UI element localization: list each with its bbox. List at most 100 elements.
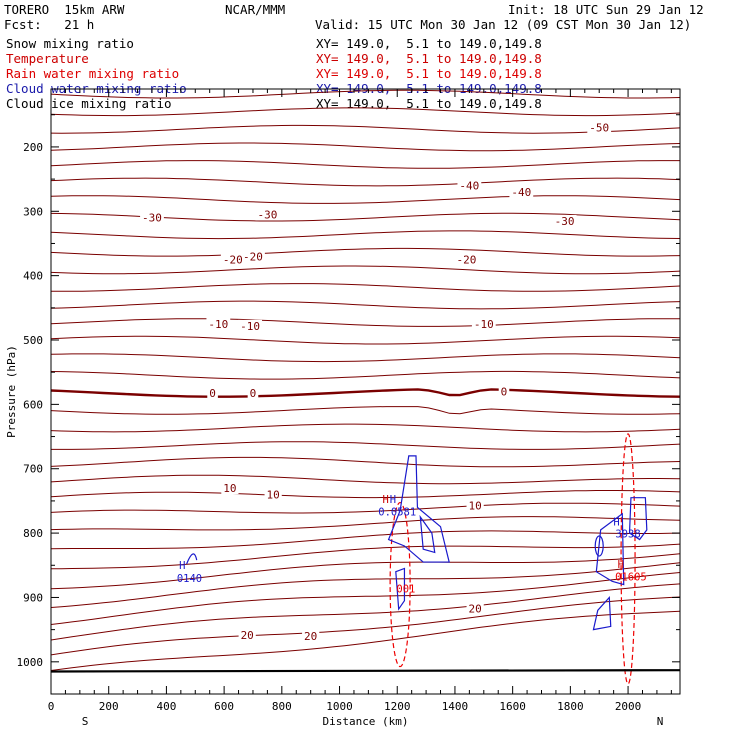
rain-contour (620, 433, 636, 685)
x-tick-label: 1200 (384, 700, 411, 713)
isotherm-label-bg (302, 630, 320, 643)
isotherm-line (51, 247, 680, 257)
isotherm-label-bg (587, 121, 612, 134)
isotherm-label: -50 (589, 122, 609, 135)
cloud-water-contour (595, 512, 625, 586)
isotherm-label-bg (140, 211, 164, 224)
isotherm-label-bg (238, 628, 256, 641)
center-name: NCAR/MMM (225, 2, 286, 17)
isotherm-label: 20 (241, 629, 254, 642)
isotherm-label-bg (454, 253, 479, 266)
x-tick-label: 1000 (326, 700, 353, 713)
y-tick-label: 300 (23, 205, 43, 218)
isotherm-label: -40 (459, 180, 479, 193)
x-tick-label: 1600 (499, 700, 526, 713)
isotherm-label-bg (552, 214, 577, 227)
field-xy-cloud-ice: XY= 149.0, 5.1 to 149.0,149.8 (316, 96, 542, 111)
isotherm-label: 0 (501, 386, 508, 399)
isotherm-label-bg (457, 179, 482, 192)
isotherm-line (51, 596, 680, 656)
north-end-label: N (657, 715, 664, 728)
isotherm-label-bg (207, 386, 218, 399)
cloud-water-contour (592, 595, 612, 631)
isotherm-label-bg (255, 208, 280, 221)
x-tick-label: 200 (99, 700, 119, 713)
isotherm-line (51, 335, 680, 345)
isotherm-label: 10 (267, 488, 280, 501)
isotherm-line (51, 502, 680, 514)
y-tick-label: 500 (23, 334, 43, 347)
valid-time: Valid: 15 UTC Mon 30 Jan 12 (09 CST Mon … (315, 17, 692, 32)
isotherm-line (51, 423, 680, 433)
cloud-water-contour (419, 514, 436, 554)
y-tick-label: 600 (23, 398, 43, 411)
cloud-water-contour (594, 535, 604, 557)
isotherm-line (51, 406, 680, 415)
isotherm-line (51, 370, 680, 380)
y-tick-label: 800 (23, 527, 43, 540)
extremum-label: 0140 (177, 573, 202, 585)
isotherm-label: 10 (469, 499, 482, 512)
isotherm-line (51, 177, 680, 187)
init-time: Init: 18 UTC Sun 29 Jan 12 (508, 2, 704, 17)
isotherm-line (51, 230, 680, 240)
isotherm-label: -10 (240, 320, 260, 333)
isotherm-label: -30 (257, 209, 277, 222)
isotherm-line (51, 353, 680, 363)
ground-line (51, 669, 680, 673)
rain-contour (389, 501, 411, 668)
isotherm-line (51, 441, 680, 450)
isotherm-line (51, 318, 680, 327)
x-tick-label: 0 (48, 700, 55, 713)
plot-area: -50-40 -40-30 -30 -30-20-20 -20-10 -10 -100 0 01… (51, 89, 680, 685)
isotherm-label: 0 (209, 387, 216, 400)
isotherm-label: -40 (511, 186, 531, 199)
isotherm-line (51, 89, 680, 99)
x-tick-label: 400 (156, 700, 176, 713)
isotherm-label-bg (221, 482, 239, 495)
field-name-rain: Rain water mixing ratio (6, 66, 180, 81)
isotherm-line (51, 562, 680, 608)
isotherm-line (51, 160, 680, 169)
extremum-label: 0.0581 (378, 507, 416, 519)
isotherm-line (51, 610, 680, 671)
isotherm-line (51, 553, 680, 590)
extremum-label: 01605 (615, 572, 647, 584)
field-xy-rain: XY= 149.0, 5.1 to 149.0,149.8 (316, 66, 542, 81)
x-tick-label: 1800 (557, 700, 584, 713)
zero-isotherm (51, 388, 680, 398)
isotherm-line (51, 124, 680, 134)
field-name-cloud-ice: Cloud ice mixing ratio (6, 96, 172, 111)
extremum-label: H (613, 516, 619, 528)
extremum-label: H (618, 559, 624, 571)
x-tick-label: 1400 (442, 700, 469, 713)
field-xy-snow: XY= 149.0, 5.1 to 149.0,149.8 (316, 36, 542, 51)
isotherm-label: 10 (223, 482, 236, 495)
isotherm-label: 20 (304, 630, 317, 643)
isotherm-label-bg (241, 250, 265, 263)
plot-header: TORERO 15km ARW NCAR/MMM Init: 18 UTC Su… (0, 0, 740, 115)
isotherm-label: -20 (223, 254, 243, 267)
isotherm-label: -20 (457, 254, 477, 267)
isotherm-label-bg (238, 319, 262, 332)
isotherm-label: 0 (250, 387, 257, 400)
cloud-water-contour (387, 455, 450, 563)
isotherm-label-bg (247, 386, 259, 399)
isotherm-label: -10 (474, 318, 494, 331)
y-axis-title: Pressure (hPa) (5, 345, 18, 438)
isotherm-label: -10 (208, 318, 228, 331)
isotherm-line (51, 265, 680, 275)
isotherm-line (51, 490, 680, 499)
y-tick-label: 200 (23, 141, 43, 154)
x-axis-title: Distance (km) (322, 715, 408, 728)
south-end-label: S (82, 715, 89, 728)
isotherm-label-bg (206, 317, 231, 330)
cloud-water-contour (628, 497, 648, 541)
isotherm-line (51, 300, 680, 310)
model-name: TORERO 15km ARW (4, 2, 125, 17)
isotherm-line (51, 195, 680, 204)
extremum-label: H (179, 560, 185, 572)
isotherm-line (51, 107, 680, 117)
isotherm-line (51, 530, 680, 550)
